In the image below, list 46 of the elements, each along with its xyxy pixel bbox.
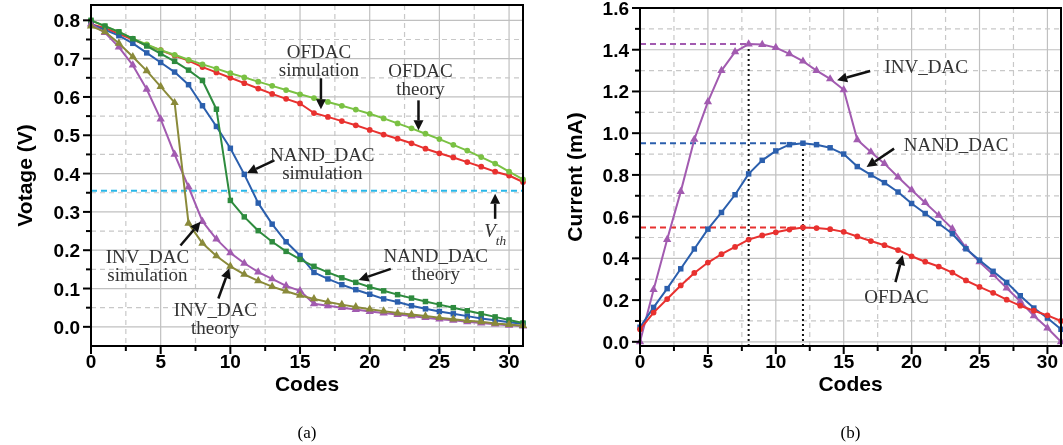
y-axis-title: Current (mA) (563, 112, 586, 242)
y-tick-label: 1.0 (602, 123, 629, 145)
y-tick-label: 0.7 (53, 48, 80, 70)
y-tick-label: 0.4 (602, 248, 630, 270)
y-tick-label: 0.6 (602, 206, 629, 228)
y-tick-label: 0.1 (53, 278, 81, 300)
annotation: INV_DAC simulation (105, 245, 190, 285)
x-axis-title: Codes (818, 372, 883, 395)
x-tick-label: 10 (765, 351, 787, 372)
x-tick-label: 10 (219, 351, 241, 372)
y-tick-label: 1.4 (602, 39, 630, 61)
x-tick-label: 0 (634, 351, 646, 372)
x-axis-title: Codes (274, 372, 340, 395)
annotation: OFDAC simulation (278, 41, 360, 81)
annotation: INV_DAC theory (173, 298, 258, 338)
annotation: OFDAC theory (388, 60, 453, 100)
y-tick-label: 0.4 (53, 163, 81, 185)
y-tick-label: 0.0 (602, 331, 629, 353)
x-tick-label: 0 (85, 351, 97, 372)
y-axis-title: Votage (V) (13, 124, 36, 227)
x-tick-label: 15 (289, 351, 312, 372)
y-tick-label: 0.8 (53, 10, 80, 32)
y-tick-label: 0.8 (602, 164, 629, 186)
x-tick-label: 25 (428, 351, 451, 372)
y-tick-label: 0.5 (53, 125, 81, 147)
x-tick-label: 20 (901, 351, 923, 372)
annotation: NAND_DAC (903, 133, 1009, 155)
y-tick-label: 0.0 (53, 316, 80, 338)
x-tick-label: 30 (498, 351, 520, 372)
y-tick-label: 0.3 (53, 201, 80, 223)
text: (b) (840, 423, 861, 442)
x-tick-label: 25 (968, 351, 991, 372)
y-tick-label: 0.6 (53, 86, 80, 108)
x-tick-label: 15 (833, 351, 855, 372)
annotation: OFDAC (864, 286, 929, 308)
annotation: NAND_DAC simulation (270, 144, 375, 184)
x-tick-label: 20 (359, 351, 381, 372)
y-tick-label: 0.2 (53, 240, 80, 262)
annotation: INV_DAC (884, 56, 968, 78)
x-tick-label: 5 (702, 351, 714, 372)
x-tick-label: 5 (155, 351, 167, 372)
text: (a) (297, 423, 317, 442)
y-tick-label: 1.6 (602, 0, 629, 19)
y-tick-label: 1.2 (602, 81, 629, 103)
x-tick-label: 30 (1036, 351, 1058, 372)
y-tick-label: 0.2 (602, 290, 629, 312)
